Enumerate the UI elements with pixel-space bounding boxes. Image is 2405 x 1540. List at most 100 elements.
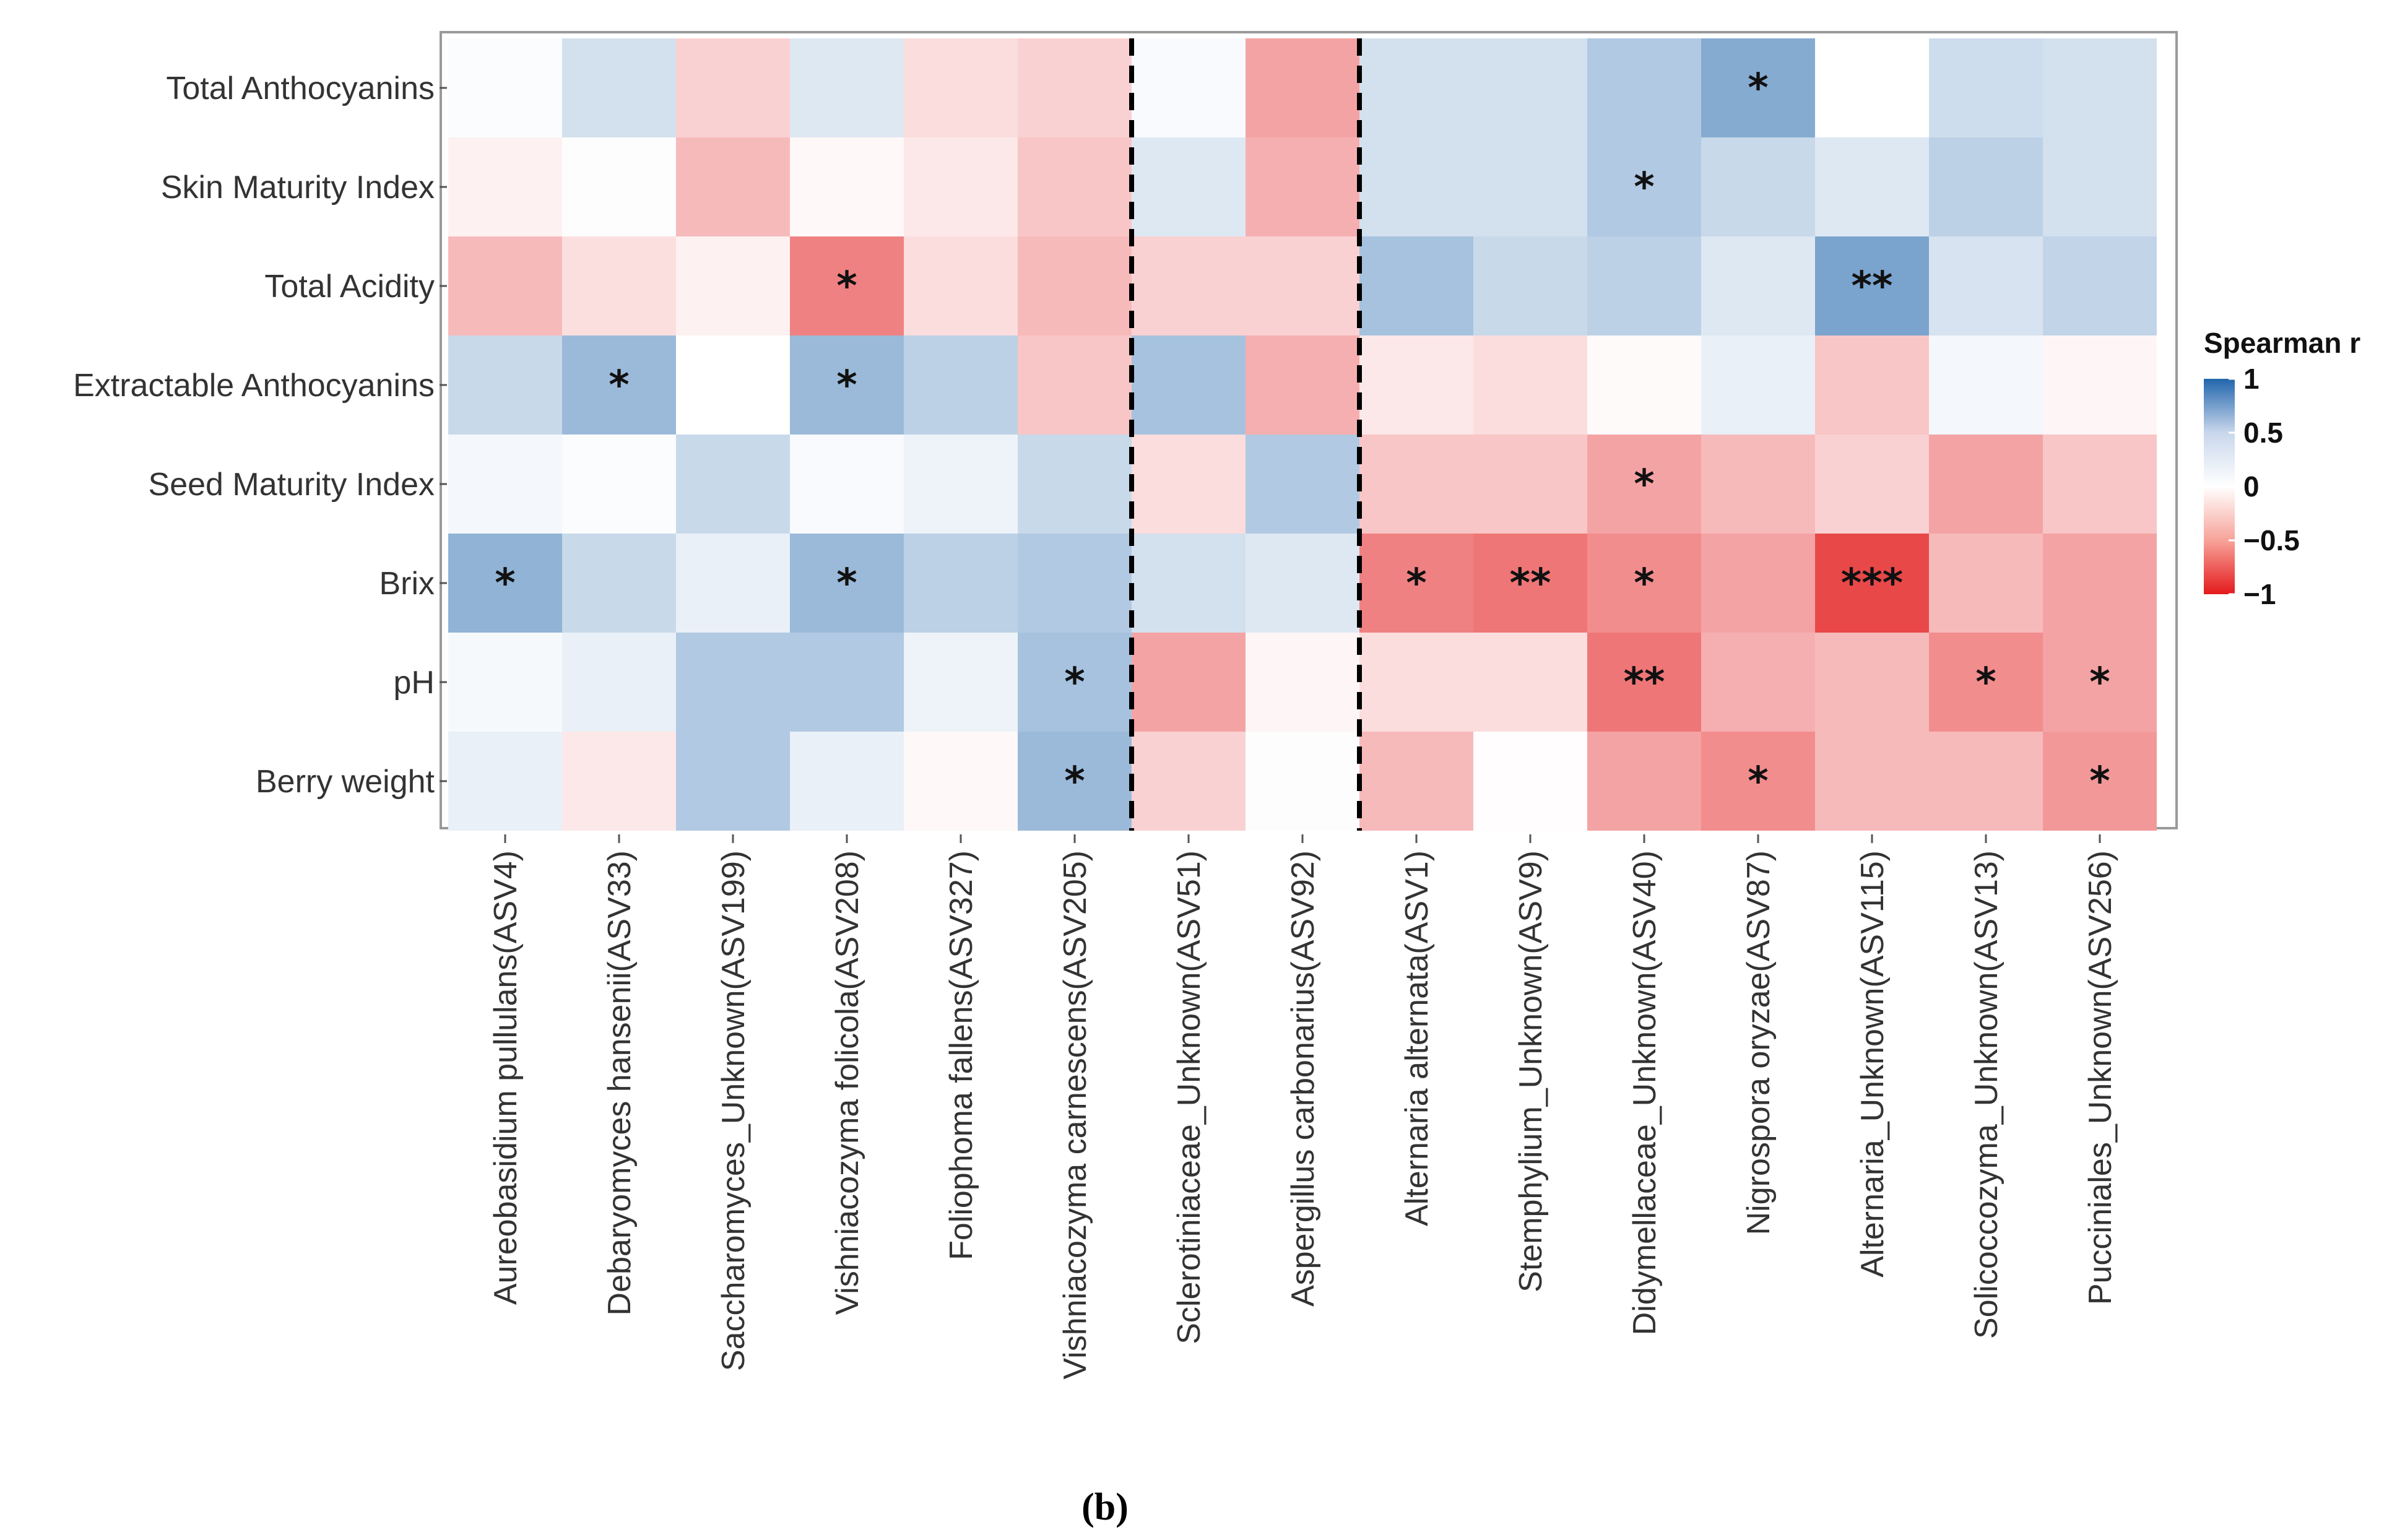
significance-mark: * — [1064, 759, 1085, 805]
column-label: Sclerotiniaceae_Unknown(ASV51) — [1171, 850, 1207, 1344]
heatmap-cell — [1929, 633, 2043, 732]
column-label: Didymellaceae_Unknown(ASV40) — [1627, 850, 1663, 1335]
heatmap-cell — [904, 633, 1018, 732]
heatmap-cells — [448, 38, 2157, 831]
row-label: Total Anthocyanins — [166, 71, 435, 106]
heatmap-cell — [1132, 633, 1246, 732]
heatmap-cell — [1473, 534, 1587, 633]
heatmap-cell — [1701, 335, 1815, 435]
legend-tick-label: 1 — [2243, 363, 2260, 395]
heatmap-cell — [1359, 435, 1473, 534]
heatmap-cell — [1018, 137, 1132, 236]
column-label: Solicoccozyma_Unknown(ASV13) — [1969, 850, 2004, 1339]
heatmap-cell — [790, 236, 904, 335]
heatmap-cell — [904, 137, 1018, 236]
significance-mark: * — [2089, 759, 2110, 805]
significance-mark: * — [1064, 660, 1085, 706]
heatmap-cell — [1359, 534, 1473, 633]
column-label: Foliophoma fallens(ASV327) — [943, 850, 979, 1260]
heatmap-cell — [790, 137, 904, 236]
heatmap-cell — [1018, 236, 1132, 335]
significance-mark: * — [1634, 561, 1654, 607]
heatmap-cell — [1132, 236, 1246, 335]
heatmap-cell — [1815, 335, 1929, 435]
column-label: Aspergillus carbonarius(ASV92) — [1285, 850, 1321, 1307]
heatmap-cell — [562, 534, 676, 633]
heatmap-cell — [448, 633, 562, 732]
heatmap-cell — [1929, 38, 2043, 137]
heatmap-cell — [1701, 435, 1815, 534]
heatmap-cell — [1815, 732, 1929, 831]
heatmap-cell — [1701, 137, 1815, 236]
heatmap-cell — [790, 38, 904, 137]
heatmap-cell — [790, 633, 904, 732]
row-label: Skin Maturity Index — [161, 170, 435, 205]
row-label: pH — [394, 665, 435, 701]
heatmap-cell — [1246, 137, 1359, 236]
heatmap-cell — [904, 435, 1018, 534]
heatmap-cell — [1359, 137, 1473, 236]
significance-mark: ** — [1510, 561, 1551, 607]
heatmap-cell — [1929, 335, 2043, 435]
heatmap-cell — [562, 38, 676, 137]
heatmap-cell — [1246, 38, 1359, 137]
heatmap-cell — [1587, 435, 1701, 534]
row-labels: Total Anthocyanins Skin Maturity Index Tot… — [73, 71, 447, 800]
row-label: Brix — [379, 566, 435, 602]
legend-tick-label: 0 — [2243, 470, 2260, 503]
heatmap-cell — [1132, 435, 1246, 534]
heatmap-cell — [1815, 633, 1929, 732]
heatmap-cell — [1701, 236, 1815, 335]
column-label: Alternaria_Unknown(ASV115) — [1855, 850, 1891, 1278]
heatmap-cell — [2043, 38, 2157, 137]
heatmap-cell — [1246, 435, 1359, 534]
heatmap-cell — [448, 137, 562, 236]
heatmap-cell — [1815, 236, 1929, 335]
heatmap-cell — [1815, 435, 1929, 534]
heatmap-cell — [1359, 335, 1473, 435]
significance-mark: * — [836, 264, 857, 309]
heatmap-cell — [1132, 534, 1246, 633]
heatmap-cell — [1018, 633, 1132, 732]
legend-title: Spearman r — [2204, 327, 2360, 359]
heatmap-cell — [1815, 534, 1929, 633]
heatmap-cell — [448, 236, 562, 335]
heatmap-cell — [1246, 534, 1359, 633]
column-label: Vishniacozyma folicola(ASV208) — [830, 850, 865, 1315]
heatmap-cell — [1132, 38, 1246, 137]
heatmap-cell — [1587, 137, 1701, 236]
heatmap-cell — [1929, 534, 2043, 633]
heatmap-cell — [1359, 38, 1473, 137]
heatmap-cell — [1359, 236, 1473, 335]
heatmap-cell — [1587, 633, 1701, 732]
heatmap-cell — [448, 534, 562, 633]
row-label: Total Acidity — [264, 269, 435, 305]
heatmap-cell — [2043, 137, 2157, 236]
heatmap-cell — [1473, 732, 1587, 831]
heatmap-cell — [904, 38, 1018, 137]
heatmap-cell — [1587, 38, 1701, 137]
significance-mark: ** — [1852, 264, 1893, 309]
figure-caption: (b) — [1081, 1486, 1129, 1528]
heatmap-cell — [1929, 435, 2043, 534]
heatmap-cell — [1018, 435, 1132, 534]
heatmap-cell — [1359, 732, 1473, 831]
heatmap-cell — [676, 137, 790, 236]
heatmap-cell — [1929, 732, 2043, 831]
heatmap-cell — [562, 633, 676, 732]
column-label: Vishniacozyma carnescens(ASV205) — [1057, 850, 1093, 1380]
significance-mark: * — [1634, 462, 1654, 508]
heatmap-cell — [1132, 732, 1246, 831]
column-label: Pucciniales_Unknown(ASV256) — [2082, 850, 2118, 1305]
heatmap-cell — [448, 435, 562, 534]
legend: Spearman r 1 0.5 0 −0.5 −1 — [2204, 327, 2360, 610]
significance-mark: * — [2089, 660, 2110, 706]
heatmap-cell — [904, 335, 1018, 435]
heatmap-cell — [1587, 732, 1701, 831]
heatmap-cell — [2043, 732, 2157, 831]
heatmap-cell — [2043, 335, 2157, 435]
heatmap-cell — [1359, 633, 1473, 732]
row-label: Seed Maturity Index — [149, 467, 435, 503]
heatmap-cell — [790, 732, 904, 831]
heatmap-cell — [790, 435, 904, 534]
